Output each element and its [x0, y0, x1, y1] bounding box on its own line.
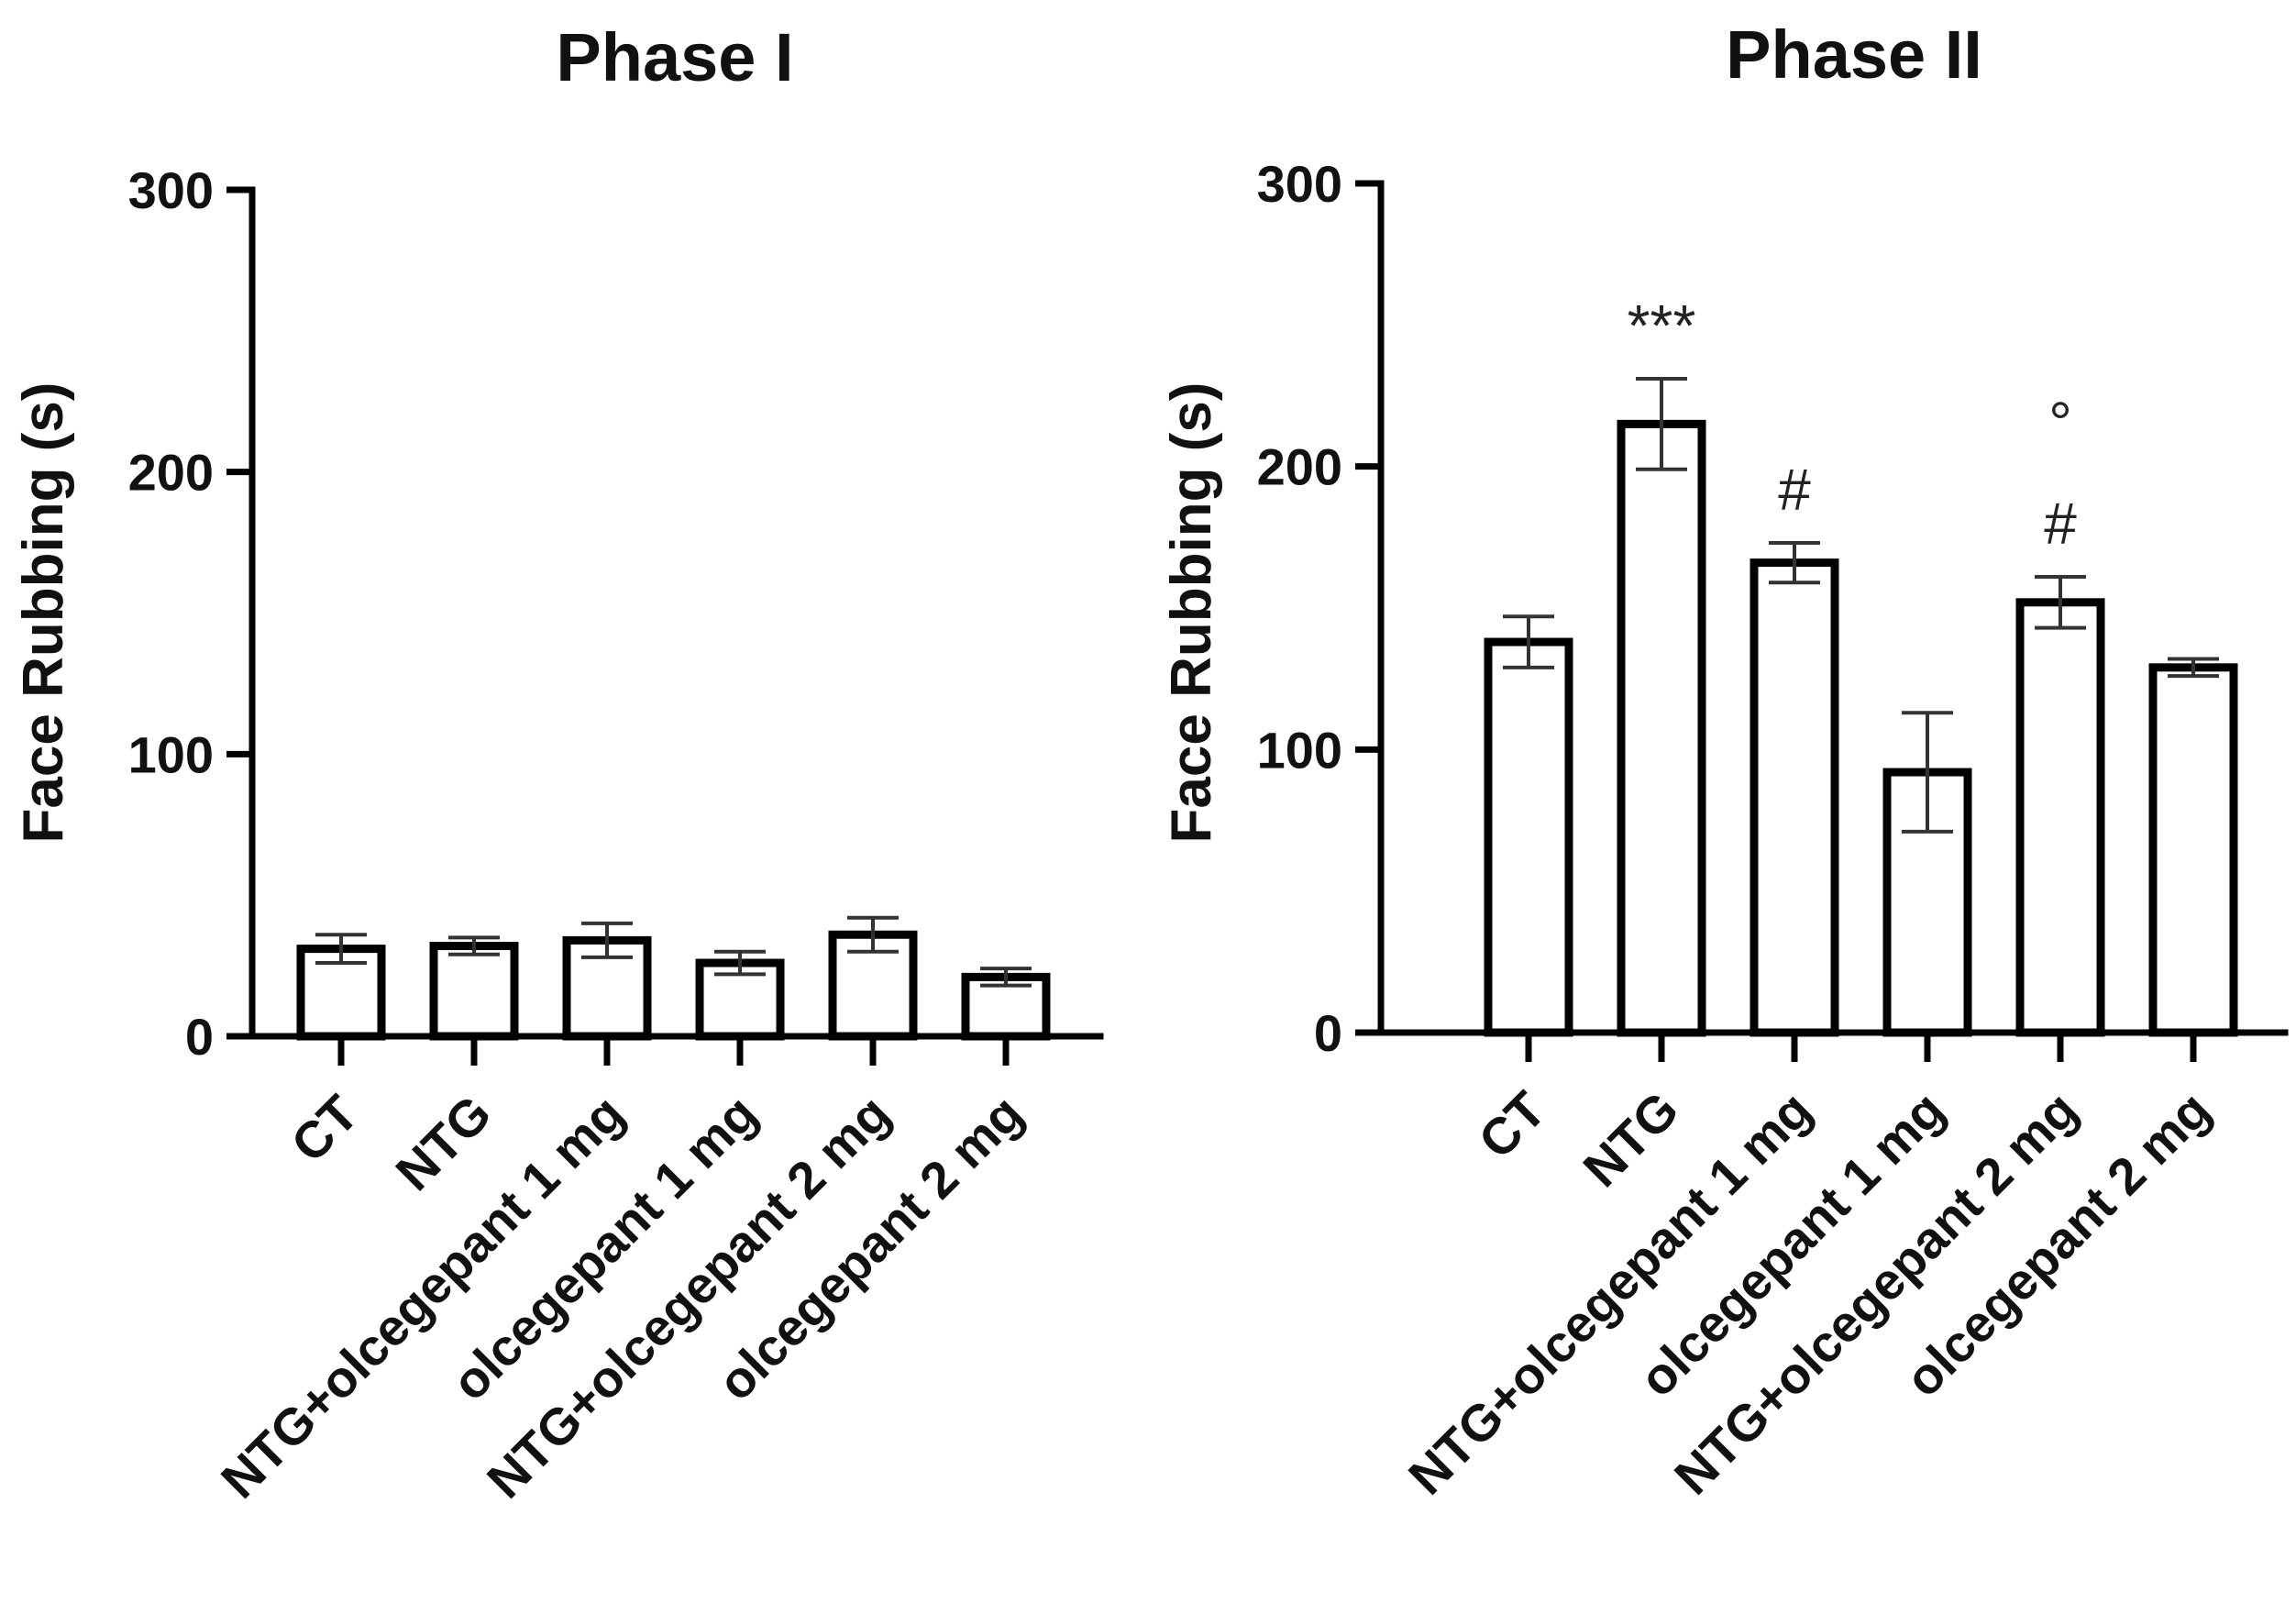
bar — [429, 942, 519, 1041]
chart-phase-2: Phase II Face Rubbing (s) 0 100 200 300 CT NTG N… — [1148, 0, 2296, 1614]
x-category-label: NTG — [384, 1084, 502, 1201]
chart-title: Phase I — [556, 19, 793, 95]
x-category-label: CT — [280, 1084, 369, 1173]
y-axis-label: Face Rubbing (s) — [1160, 382, 1223, 844]
chart-phase-1: Phase I Face Rubbing (s) 0 100 200 300 CT NTG NT… — [12, 19, 1104, 1509]
significance-marker: *** — [1628, 293, 1696, 359]
bar — [2015, 598, 2105, 1037]
y-tick-label: 0 — [185, 1008, 214, 1066]
x-category-label: CT — [1467, 1080, 1556, 1169]
y-tick-label: 300 — [1257, 155, 1342, 213]
bar — [2148, 663, 2238, 1037]
y-tick-label: 300 — [128, 161, 214, 219]
y-tick-label: 100 — [1257, 721, 1342, 779]
significance-marker: ° — [2048, 390, 2072, 456]
y-tick-label: 200 — [1257, 438, 1342, 496]
chart-title: Phase II — [1726, 17, 1982, 93]
y-tick-label: 200 — [128, 444, 214, 502]
y-axis-label: Face Rubbing (s) — [12, 382, 75, 844]
significance-marker: # — [2044, 491, 2077, 557]
bar — [1484, 637, 1573, 1037]
bar — [1750, 558, 1839, 1037]
x-category-label: NTG — [1572, 1080, 1689, 1198]
bar — [1617, 419, 1706, 1037]
y-tick-label: 100 — [128, 725, 214, 783]
y-tick-label: 0 — [1314, 1004, 1342, 1062]
significance-marker: # — [1778, 457, 1811, 523]
